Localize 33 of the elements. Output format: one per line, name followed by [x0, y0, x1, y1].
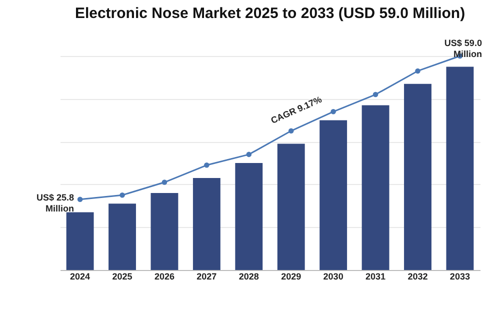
bar — [404, 84, 432, 270]
x-tick-label: 2026 — [154, 272, 174, 282]
x-tick-label: 2032 — [408, 272, 428, 282]
annotation: US$ 25.8 Million — [36, 192, 74, 214]
x-tick-label: 2029 — [281, 272, 302, 282]
point — [415, 68, 420, 74]
point — [288, 128, 294, 134]
x-tick-label: 2027 — [196, 272, 217, 282]
bar — [235, 163, 263, 270]
annotation: CAGR 9.17% — [269, 94, 324, 126]
x-tick-label: 2031 — [366, 272, 386, 282]
x-tick-label: 2025 — [112, 272, 132, 282]
bar — [192, 178, 220, 270]
x-tick-label: 2030 — [323, 272, 344, 282]
x-tick-label: 2028 — [238, 272, 259, 282]
x-tick-label: 2033 — [450, 272, 470, 282]
bar — [66, 212, 94, 270]
bar — [150, 192, 178, 270]
annotation: US$ 59.0 Million — [444, 38, 482, 59]
point — [120, 192, 125, 198]
point — [162, 180, 168, 185]
x-tick-label: 2024 — [70, 272, 90, 282]
point — [204, 162, 210, 168]
bar — [277, 144, 305, 270]
chart-title: Electronic Nose Market 2025 to 2033 (USD 59.0 Million) — [74, 5, 466, 22]
bar — [362, 105, 390, 270]
point — [372, 92, 378, 98]
point — [330, 109, 336, 114]
bar — [108, 204, 136, 270]
bar — [320, 120, 348, 270]
point — [246, 152, 252, 158]
point — [77, 196, 83, 202]
bar — [446, 66, 474, 270]
